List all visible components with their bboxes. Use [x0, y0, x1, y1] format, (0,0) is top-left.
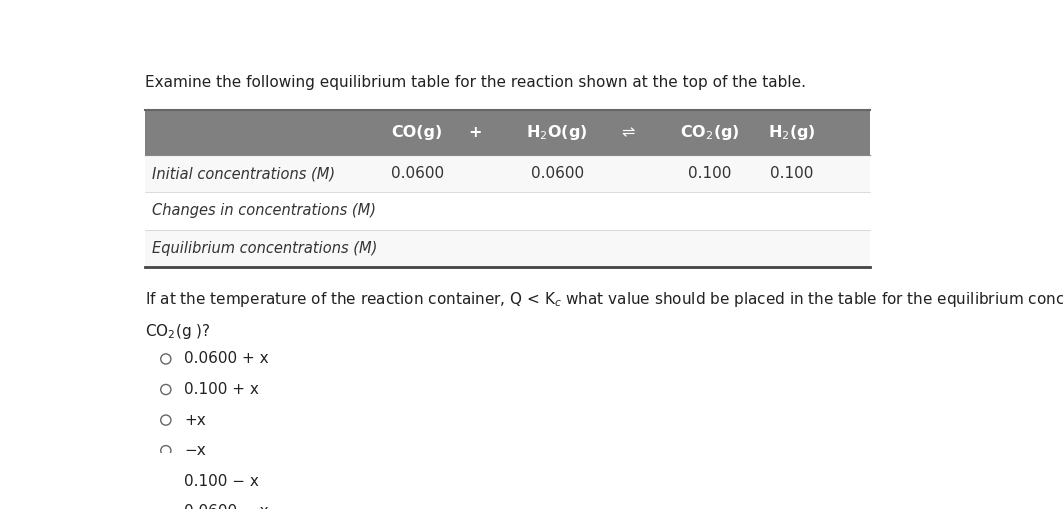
- Text: 0.100 + x: 0.100 + x: [184, 382, 258, 397]
- Text: H$_2$O(g): H$_2$O(g): [526, 123, 588, 142]
- Text: If at the temperature of the reaction container, Q < K$_c$ what value should be : If at the temperature of the reaction co…: [146, 290, 1063, 309]
- Text: Equilibrium concentrations (M): Equilibrium concentrations (M): [152, 241, 377, 256]
- Bar: [146, 155, 871, 192]
- Text: −x: −x: [184, 443, 206, 458]
- Text: 0.100: 0.100: [688, 166, 731, 181]
- Text: Initial concentrations (M): Initial concentrations (M): [152, 166, 335, 181]
- Text: Examine the following equilibrium table for the reaction shown at the top of the: Examine the following equilibrium table …: [146, 75, 806, 90]
- Text: 0.0600: 0.0600: [530, 166, 584, 181]
- Bar: [146, 230, 871, 267]
- Text: CO$_2$(g): CO$_2$(g): [679, 123, 740, 142]
- Bar: [146, 192, 871, 230]
- Text: $\rightleftharpoons$: $\rightleftharpoons$: [619, 125, 636, 140]
- Text: 0.100 − x: 0.100 − x: [184, 474, 258, 489]
- Text: CO(g): CO(g): [391, 125, 442, 140]
- Text: H$_2$(g): H$_2$(g): [769, 123, 815, 142]
- Text: Changes in concentrations (M): Changes in concentrations (M): [152, 204, 376, 218]
- Text: 0.100: 0.100: [771, 166, 813, 181]
- Text: +x: +x: [184, 413, 206, 428]
- Text: 0.0600 + x: 0.0600 + x: [184, 351, 269, 366]
- Text: 0.0600: 0.0600: [390, 166, 443, 181]
- Text: 0.0600 − x: 0.0600 − x: [184, 504, 269, 509]
- Text: CO$_2$(g )?: CO$_2$(g )?: [146, 322, 210, 341]
- Text: +: +: [468, 125, 482, 140]
